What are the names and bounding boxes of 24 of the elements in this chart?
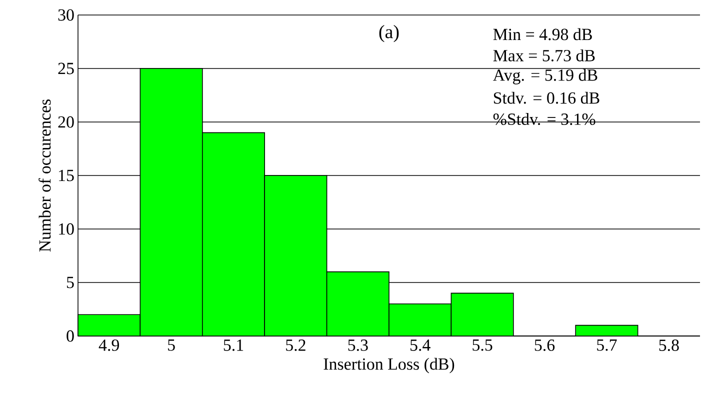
annotation: Avg. = 5.19 dB [492,68,598,84]
x-tick-label: 5 [168,340,175,351]
x-tick-label: 5.1 [224,340,244,351]
y-tick-label: 0 [66,330,74,342]
annotation: Stdv. = 0.16 dB [494,92,600,104]
x-axis-title: Insertion Loss (dB) [324,358,454,374]
x-tick-label: 5.8 [659,340,679,352]
y-tick-label: 25 [58,62,74,74]
x-tick-label: 5.7 [597,340,617,351]
x-tick-label: 5.3 [348,340,368,351]
x-tick-label: 4.9 [98,340,119,351]
x-tick-label: 5.4 [410,340,430,351]
x-tick-label: 5.2 [286,340,306,351]
annotation: (a) [379,24,399,42]
y-tick-label: 30 [58,9,74,21]
annotation: Max = 5.73 dB [493,49,595,62]
x-tick-label: 5.5 [472,340,492,351]
annotation: Min = 4.98 dB [493,28,592,40]
y-axis-title: Number of occurences [38,99,51,252]
y-tick-label: 20 [58,116,74,128]
x-tick-label: 5.6 [534,340,555,351]
y-tick-label: 10 [59,223,74,235]
y-tick-label: 15 [59,170,74,182]
y-tick-label: 5 [66,276,74,288]
